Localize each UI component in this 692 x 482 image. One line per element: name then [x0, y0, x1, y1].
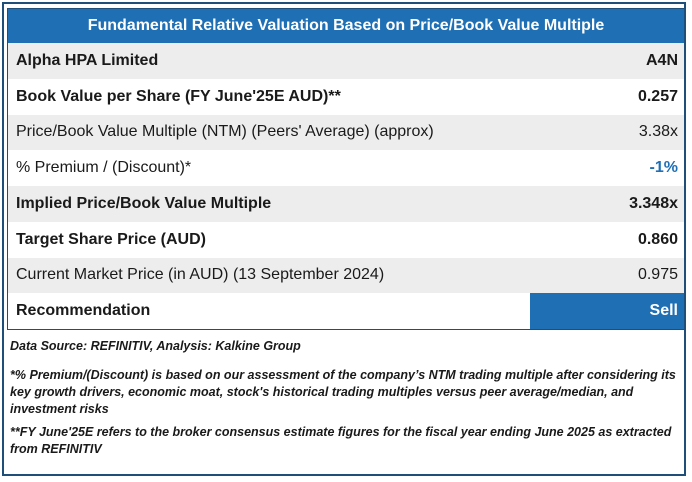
row-value: -1%: [649, 159, 678, 177]
table-row-target-price: Target Share Price (AUD) 0.860: [8, 222, 684, 258]
row-value: 0.860: [637, 230, 678, 248]
footnotes: Data Source: REFINITIV, Analysis: Kalkin…: [10, 338, 680, 458]
row-label: Recommendation: [16, 302, 151, 320]
table-row-current-price: Current Market Price (in AUD) (13 Septem…: [8, 257, 684, 294]
table-row-peers-multiple: Price/Book Value Multiple (NTM) (Peers' …: [8, 114, 684, 151]
table-row-book-value: Book Value per Share (FY June'25E AUD)**…: [8, 79, 684, 115]
table-row-implied-multiple: Implied Price/Book Value Multiple 3.348x: [8, 186, 684, 222]
valuation-card: [2, 2, 686, 476]
table-row-recommendation: Recommendation Sell: [8, 293, 684, 330]
table-title: Fundamental Relative Valuation Based on …: [8, 9, 684, 43]
table-row-company: Alpha HPA Limited A4N: [8, 43, 684, 79]
row-value: 0.975: [637, 266, 678, 284]
row-label: Book Value per Share (FY June'25E AUD)**: [16, 87, 341, 105]
premium-footnote: *% Premium/(Discount) is based on our as…: [10, 368, 676, 416]
row-label: Current Market Price (in AUD) (13 Septem…: [16, 266, 385, 284]
row-label: % Premium / (Discount)*: [16, 159, 192, 177]
row-label: Target Share Price (AUD): [16, 230, 206, 248]
table-row-premium-discount: % Premium / (Discount)* -1%: [8, 150, 684, 186]
fy-footnote: **FY June'25E refers to the broker conse…: [10, 425, 672, 456]
row-value: 3.348x: [629, 194, 678, 212]
recommendation-badge: Sell: [530, 293, 684, 330]
row-label: Implied Price/Book Value Multiple: [16, 194, 272, 212]
row-value: 0.257: [637, 87, 678, 105]
ticker: A4N: [645, 51, 678, 69]
data-source-note: Data Source: REFINITIV, Analysis: Kalkin…: [10, 339, 301, 353]
valuation-table: Fundamental Relative Valuation Based on …: [7, 8, 685, 331]
row-label: Price/Book Value Multiple (NTM) (Peers' …: [16, 123, 434, 141]
company-name: Alpha HPA Limited: [16, 51, 159, 69]
row-value: 3.38x: [638, 123, 678, 141]
